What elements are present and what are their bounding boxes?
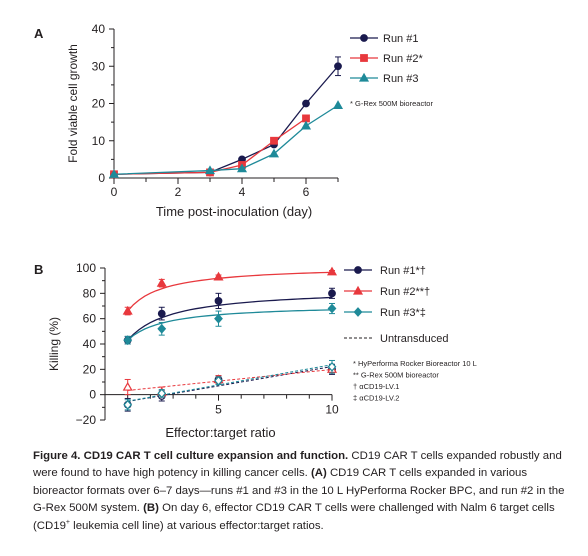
legend-marker (354, 266, 362, 274)
caption-text-2: CD19 CAR T cells expanded in various bio… (33, 467, 565, 515)
y-tick-label: 40 (83, 337, 97, 351)
data-point (214, 297, 223, 305)
y-tick-label: 100 (76, 261, 96, 275)
figure: A 0 10 20 30 40 0 2 4 6 Time post-inoculation (da… (34, 22, 477, 440)
legend-marker (353, 307, 363, 317)
fit-curve (127, 271, 333, 312)
x-tick-label: 0 (111, 185, 118, 199)
data-point (123, 399, 133, 410)
y-tick-label: 20 (83, 362, 97, 376)
caption-label-a: (A) (310, 467, 327, 480)
data-point (157, 309, 166, 318)
data-point (270, 136, 278, 145)
y-tick-label: −20 (76, 413, 97, 427)
fit-curve (127, 296, 333, 341)
legend-marker (352, 285, 364, 295)
caption-title: Figure 4. CD19 CAR T cell culture expans… (33, 450, 349, 462)
data-point (213, 271, 224, 281)
data-point (122, 381, 133, 391)
data-point (328, 289, 336, 298)
panel-b-chart: −20 0 20 40 60 80 100 5 10 Effector:target ratio K… (47, 261, 477, 440)
x-axis-title: Time post-inoculation (day) (156, 204, 312, 219)
y-tick-label: 60 (83, 312, 97, 326)
legend-label: Run #2* (383, 53, 423, 65)
caption-text-1: CD19 CAR T cells expanded robustly and w… (33, 450, 562, 480)
data-point (122, 305, 133, 315)
data-point (204, 165, 216, 175)
data-point (332, 100, 344, 109)
trend-line-dashed (127, 366, 333, 402)
data-point (214, 375, 223, 386)
legend-label: Run #1 (383, 33, 418, 45)
y-tick-label: 80 (83, 286, 97, 300)
x-tick-label: 6 (303, 185, 310, 199)
panel-a-label: A (34, 26, 44, 41)
legend-marker (360, 54, 368, 62)
x-tick-label: 10 (325, 403, 339, 417)
panel-a-chart: 0 10 20 30 40 0 2 4 6 Time post-inoculation (day)… (66, 22, 433, 219)
y-tick-label: 40 (92, 22, 106, 36)
figure-caption: Figure 4. CD19 CAR T cell culture expans… (33, 448, 573, 535)
legend-marker (358, 72, 370, 82)
data-point (327, 361, 337, 372)
legend-label: Run #1*† (380, 265, 426, 277)
y-axis-title: Fold viable cell growth (66, 44, 80, 163)
x-axis-title: Effector:target ratio (165, 425, 275, 440)
y-tick-label: 10 (92, 134, 106, 148)
y-tick-label: 30 (92, 59, 106, 73)
legend-label: Untransduced (380, 333, 449, 345)
legend-label: Run #2**† (380, 286, 430, 298)
data-point (300, 120, 312, 130)
legend-footnote: † αCD19-LV.1 (353, 382, 399, 391)
data-point (334, 62, 342, 71)
data-point (157, 323, 167, 334)
y-tick-label: 20 (92, 97, 106, 111)
legend-label: Run #3*‡ (380, 307, 426, 319)
data-point (214, 313, 223, 324)
legend-footnote: ‡ αCD19-LV.2 (353, 394, 399, 403)
data-point (108, 169, 120, 178)
y-axis-title: Killing (%) (47, 317, 61, 371)
panel-b-label: B (34, 262, 43, 277)
x-tick-label: 4 (239, 185, 246, 199)
y-tick-label: 0 (98, 171, 105, 185)
data-point (157, 388, 167, 399)
legend-footnote: * G-Rex 500M bioreactor (350, 99, 433, 108)
caption-superscript: + (65, 518, 71, 526)
x-tick-label: 5 (215, 403, 222, 417)
y-tick-label: 0 (89, 388, 96, 402)
caption-label-b: (B) (143, 502, 159, 515)
data-point (327, 303, 337, 314)
legend-footnote: ** G-Rex 500M bioreactor (353, 371, 439, 380)
legend-marker (360, 34, 368, 42)
series-line (113, 104, 339, 175)
legend-footnote: * HyPerforma Rocker Bioreactor 10 L (353, 359, 477, 368)
data-point (236, 163, 248, 173)
data-point (123, 335, 133, 346)
trend-line-dashed (127, 364, 333, 402)
caption-text-3: On day 6, effector CD19 CAR T cells were… (33, 502, 555, 532)
x-tick-label: 2 (175, 185, 182, 199)
data-point (326, 266, 338, 276)
trend-line-dashed (127, 368, 333, 391)
data-point (302, 99, 310, 108)
data-point (156, 277, 167, 287)
data-point (268, 148, 280, 158)
legend-label: Run #3 (383, 73, 418, 85)
caption-text-4: leukemia cell line) at various effector:… (70, 519, 324, 532)
